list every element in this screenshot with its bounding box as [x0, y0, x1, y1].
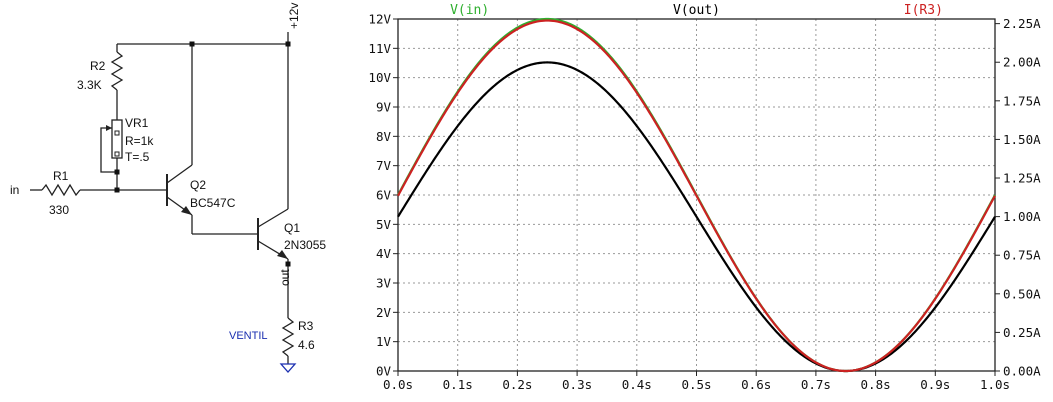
- y-left-tick-label: 0V: [376, 364, 392, 379]
- y-right-tick-label: 2.00A: [1003, 55, 1041, 70]
- y-left-axis: 0V 1V 2V 3V 4V 5V 6V 7V 8V 9V 10V 11V 12V: [368, 12, 398, 379]
- x-tick-label: 0.8s: [861, 377, 891, 392]
- q1-model: 2N3055: [284, 238, 326, 252]
- y-left-tick-label: 6V: [376, 188, 392, 203]
- y-left-tick-label: 12V: [368, 12, 391, 27]
- series-layer: [397, 17, 996, 373]
- wires: [30, 32, 295, 364]
- y-left-tick-label: 8V: [376, 129, 392, 144]
- y-left-tick-label: 1V: [376, 334, 392, 349]
- vr1-name: VR1: [125, 116, 149, 130]
- y-right-tick-label: 1.25A: [1003, 171, 1041, 186]
- input-label: in: [10, 183, 19, 197]
- y-right-tick-label: 0.00A: [1003, 364, 1041, 379]
- x-tick-label: 0.2s: [502, 377, 532, 392]
- series-line-vout: [397, 61, 996, 373]
- y-right-tick-label: 0.75A: [1003, 248, 1041, 263]
- legend-entry: V(in): [450, 3, 489, 18]
- vr1-wiper-arrow: [106, 125, 112, 131]
- y-right-axis: 0.00A 0.25A 0.50A 0.75A 1.00A 1.25A 1.50A 1.75A…: [995, 16, 1041, 379]
- r3-value: 4.6: [298, 338, 315, 352]
- r2-value: 3.3K: [77, 78, 102, 92]
- x-tick-label: 0.6s: [741, 377, 771, 392]
- r3-name: R3: [298, 319, 314, 333]
- q1-emitter-arrow: [277, 250, 288, 259]
- y-right-tick-label: 1.50A: [1003, 132, 1041, 147]
- y-left-tick-label: 11V: [368, 41, 391, 56]
- q2-model: BC547C: [190, 196, 236, 210]
- x-axis: 0.0s 0.1s 0.2s 0.3s 0.4s 0.5s 0.6s 0.7s 0.8s 0.9s…: [383, 371, 1010, 392]
- y-left-tick-label: 10V: [368, 70, 391, 85]
- q2-name: Q2: [190, 178, 206, 192]
- circuit-schematic: +12v in R1 330 R2 3.3K VR1 R=1k T=.5 Q2 …: [10, 3, 326, 373]
- y-left-tick-label: 7V: [376, 158, 392, 173]
- y-left-tick-label: 3V: [376, 276, 392, 291]
- vr1-pin: [114, 151, 120, 157]
- y-right-tick-label: 1.00A: [1003, 209, 1041, 224]
- series-line-ir3: [397, 19, 996, 373]
- output-label: out: [278, 269, 292, 286]
- legend: V(in) V(out) I(R3): [450, 3, 943, 18]
- x-tick-label: 0.4s: [622, 377, 652, 392]
- x-tick-label: 0.3s: [562, 377, 592, 392]
- r2-name: R2: [90, 59, 106, 73]
- x-tick-label: 1.0s: [980, 377, 1010, 392]
- vr1-param-r: R=1k: [125, 134, 154, 148]
- y-right-tick-label: 1.75A: [1003, 93, 1041, 108]
- x-tick-label: 0.7s: [801, 377, 831, 392]
- supply-label: +12v: [287, 3, 301, 29]
- x-tick-label: 0.1s: [443, 377, 473, 392]
- vr1-pin: [114, 130, 120, 136]
- q2-emitter-arrow: [181, 206, 192, 215]
- x-tick-label: 0.9s: [920, 377, 950, 392]
- y-left-tick-label: 2V: [376, 305, 392, 320]
- legend-entry: V(out): [673, 3, 720, 18]
- vr1-param-t: T=.5: [125, 150, 150, 164]
- junction-dots: [114, 41, 291, 267]
- legend-entry: I(R3): [904, 3, 943, 18]
- valve-label: VENTIL: [229, 330, 268, 342]
- y-right-tick-label: 0.50A: [1003, 286, 1041, 301]
- r1-value: 330: [49, 203, 69, 217]
- x-tick-label: 0.5s: [681, 377, 711, 392]
- y-left-tick-label: 9V: [376, 100, 392, 115]
- q1-name: Q1: [284, 221, 300, 235]
- y-right-tick-label: 0.25A: [1003, 325, 1041, 340]
- x-tick-label: 0.0s: [383, 377, 413, 392]
- y-right-tick-label: 2.25A: [1003, 16, 1041, 31]
- y-left-tick-label: 4V: [376, 246, 392, 261]
- r1-name: R1: [53, 169, 69, 183]
- ground-icon: [279, 363, 297, 373]
- y-left-tick-label: 5V: [376, 217, 392, 232]
- waveform-plot: 0V 1V 2V 3V 4V 5V 6V 7V 8V 9V 10V 11V 12V 0.00A 0.25A…: [368, 3, 1041, 392]
